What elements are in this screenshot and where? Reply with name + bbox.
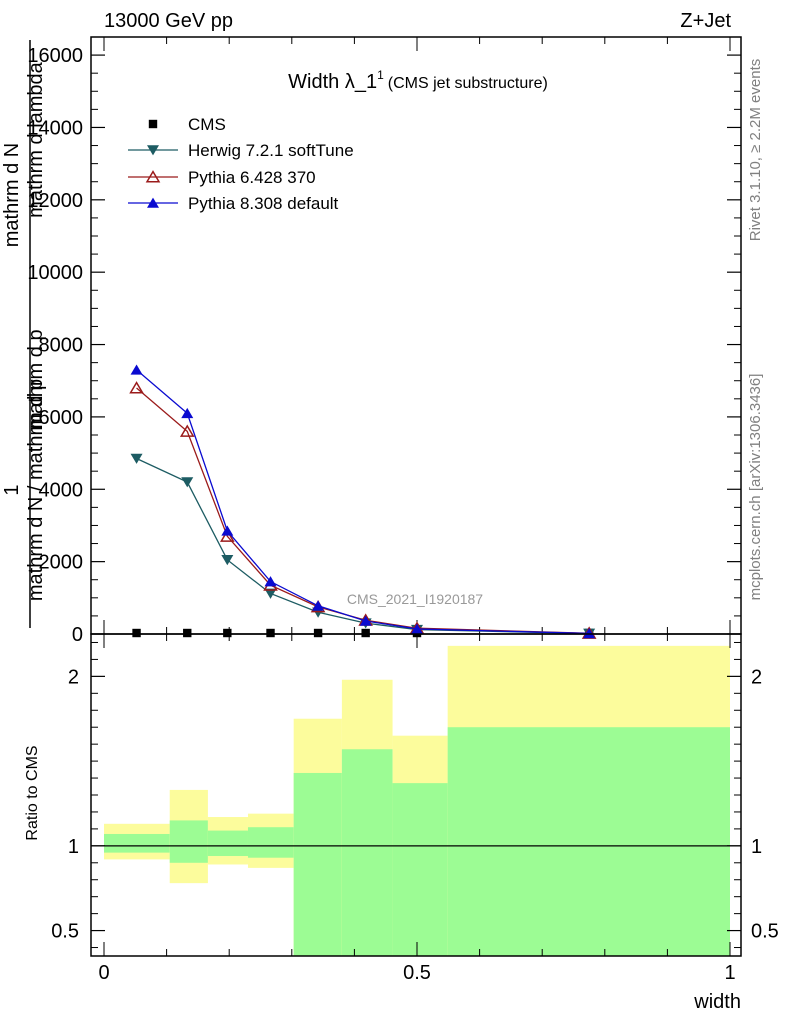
- legend-marker-cms: [148, 119, 158, 129]
- main-ytick-label-2: 4000: [39, 479, 84, 501]
- ratio-green-band-5: [341, 749, 393, 956]
- legend-label-pythia-8-308-default: Pythia 8.308 default: [188, 194, 339, 213]
- series-point-pythia-8-308-default-5: [359, 615, 372, 626]
- main-ylabel: 1 mathrm d N / mathrm d p mathrm d N mat…: [1, 40, 47, 628]
- header-right: Z+Jet: [680, 10, 731, 32]
- main-ytick-label-7: 14000: [27, 117, 83, 139]
- main-ytick-label-8: 16000: [27, 45, 83, 67]
- ylabel-den-3: mathrm d lambda: [25, 61, 47, 217]
- legend-label-pythia-6-428-370: Pythia 6.428 370: [188, 168, 316, 187]
- chart-title-sup: 1: [377, 68, 384, 82]
- chart-title-sub: (CMS jet substructure): [388, 75, 548, 92]
- ratio-ytick-label-right-1: 1: [751, 836, 762, 858]
- main-panel: 0 2000 4000 6000 8000 10000 12000 14000 16000: [27, 36, 742, 646]
- chart-title-main: Width λ_1: [288, 71, 377, 93]
- analysis-watermark: CMS_2021_I1920187: [347, 591, 483, 607]
- legend-marker-pythia-8-308-default: [147, 197, 159, 208]
- main-ytick-label-1: 2000: [39, 552, 84, 574]
- series-line-herwig-7-2-1-softtune: [136, 457, 590, 635]
- ylabel-num-2: mathrm d N: [1, 143, 23, 247]
- ylabel-numerator-one: 1: [1, 484, 23, 495]
- series-point-pythia-6-428-370-0: [129, 381, 144, 394]
- legend-label-cms: CMS: [188, 115, 226, 134]
- ratio-green-band-1: [169, 820, 208, 863]
- ratio-xtick-label-2: 1: [724, 962, 735, 984]
- ratio-xtick-label-0: 0: [98, 962, 109, 984]
- series-point-herwig-7-2-1-softtune-3: [264, 588, 277, 599]
- ratio-green-band-6: [392, 783, 448, 956]
- ratio-ytick-label-left-0: 0.5: [51, 921, 79, 943]
- mcplots-source-label: mcplots.cern.ch [arXiv:1306.3436]: [747, 374, 764, 601]
- series-point-pythia-8-308-default-7: [583, 628, 596, 639]
- ylabel-den-2: mathrm d p: [25, 329, 47, 430]
- series-point-pythia-6-428-370-2: [220, 529, 235, 542]
- ratio-ytick-label-left-2: 2: [68, 666, 79, 688]
- main-ytick-label-3: 6000: [39, 407, 84, 429]
- legend-label-herwig-7-2-1-softtune: Herwig 7.2.1 softTune: [188, 141, 354, 160]
- ratio-ylabel: Ratio to CMS: [24, 745, 41, 840]
- ratio-ytick-label-right-0: 0.5: [751, 921, 779, 943]
- ratio-green-band-4: [293, 772, 342, 956]
- ratio-green-band-7: [447, 727, 730, 956]
- legend: CMS Herwig 7.2.1 softTune Pythia 6.428 370…: [128, 115, 354, 213]
- chart-title: Width λ_11 (CMS jet substructure): [288, 68, 548, 93]
- series-point-pythia-8-308-default-6: [411, 623, 423, 634]
- ratio-green-band-3: [247, 827, 294, 858]
- series-point-herwig-7-2-1-softtune-2: [221, 555, 234, 566]
- main-ytick-label-5: 10000: [27, 262, 83, 284]
- series-point-herwig-7-2-1-softtune-1: [181, 477, 194, 488]
- ratio-ytick-label-left-1: 1: [68, 836, 79, 858]
- legend-marker-herwig-7-2-1-softtune: [147, 145, 159, 156]
- series-point-cms-0: [132, 628, 141, 638]
- ratio-green-band-0: [104, 833, 170, 853]
- series-point-pythia-8-308-default-1: [181, 407, 194, 419]
- header-left: 13000 GeV pp: [104, 10, 233, 32]
- series-point-cms-3: [266, 628, 275, 638]
- rivet-version-label: Rivet 3.1.10, ≥ 2.2M events: [747, 59, 764, 242]
- series-point-pythia-6-428-370-1: [179, 424, 195, 437]
- main-series-group: [129, 364, 597, 639]
- series-point-pythia-8-308-default-4: [312, 600, 325, 611]
- series-point-cms-2: [223, 628, 232, 638]
- main-ytick-label-6: 12000: [27, 190, 83, 212]
- ratio-bands: [104, 645, 730, 956]
- ratio-ytick-label-right-2: 2: [751, 666, 762, 688]
- series-line-pythia-8-308-default: [136, 369, 590, 635]
- ratio-green-band-2: [207, 830, 248, 857]
- legend-marker-pythia-6-428-370: [145, 170, 161, 183]
- series-point-pythia-8-308-default-2: [221, 525, 234, 536]
- ratio-panel: 0.5 0.5 1 1 2 2 0 0.5 1: [51, 633, 779, 984]
- ratio-xtick-label-1: 0.5: [403, 962, 431, 984]
- main-ytick-label-4: 8000: [39, 335, 84, 357]
- ratio-xlabel: width: [693, 991, 741, 1013]
- series-point-cms-5: [361, 628, 370, 638]
- main-ytick-label-0: 0: [72, 624, 83, 646]
- series-point-herwig-7-2-1-softtune-0: [130, 453, 143, 464]
- series-point-cms-4: [313, 628, 323, 638]
- series-point-pythia-8-308-default-3: [264, 576, 277, 587]
- series-point-pythia-8-308-default-0: [130, 364, 143, 375]
- series-line-pythia-6-428-370: [136, 387, 590, 634]
- series-point-cms-1: [183, 628, 192, 638]
